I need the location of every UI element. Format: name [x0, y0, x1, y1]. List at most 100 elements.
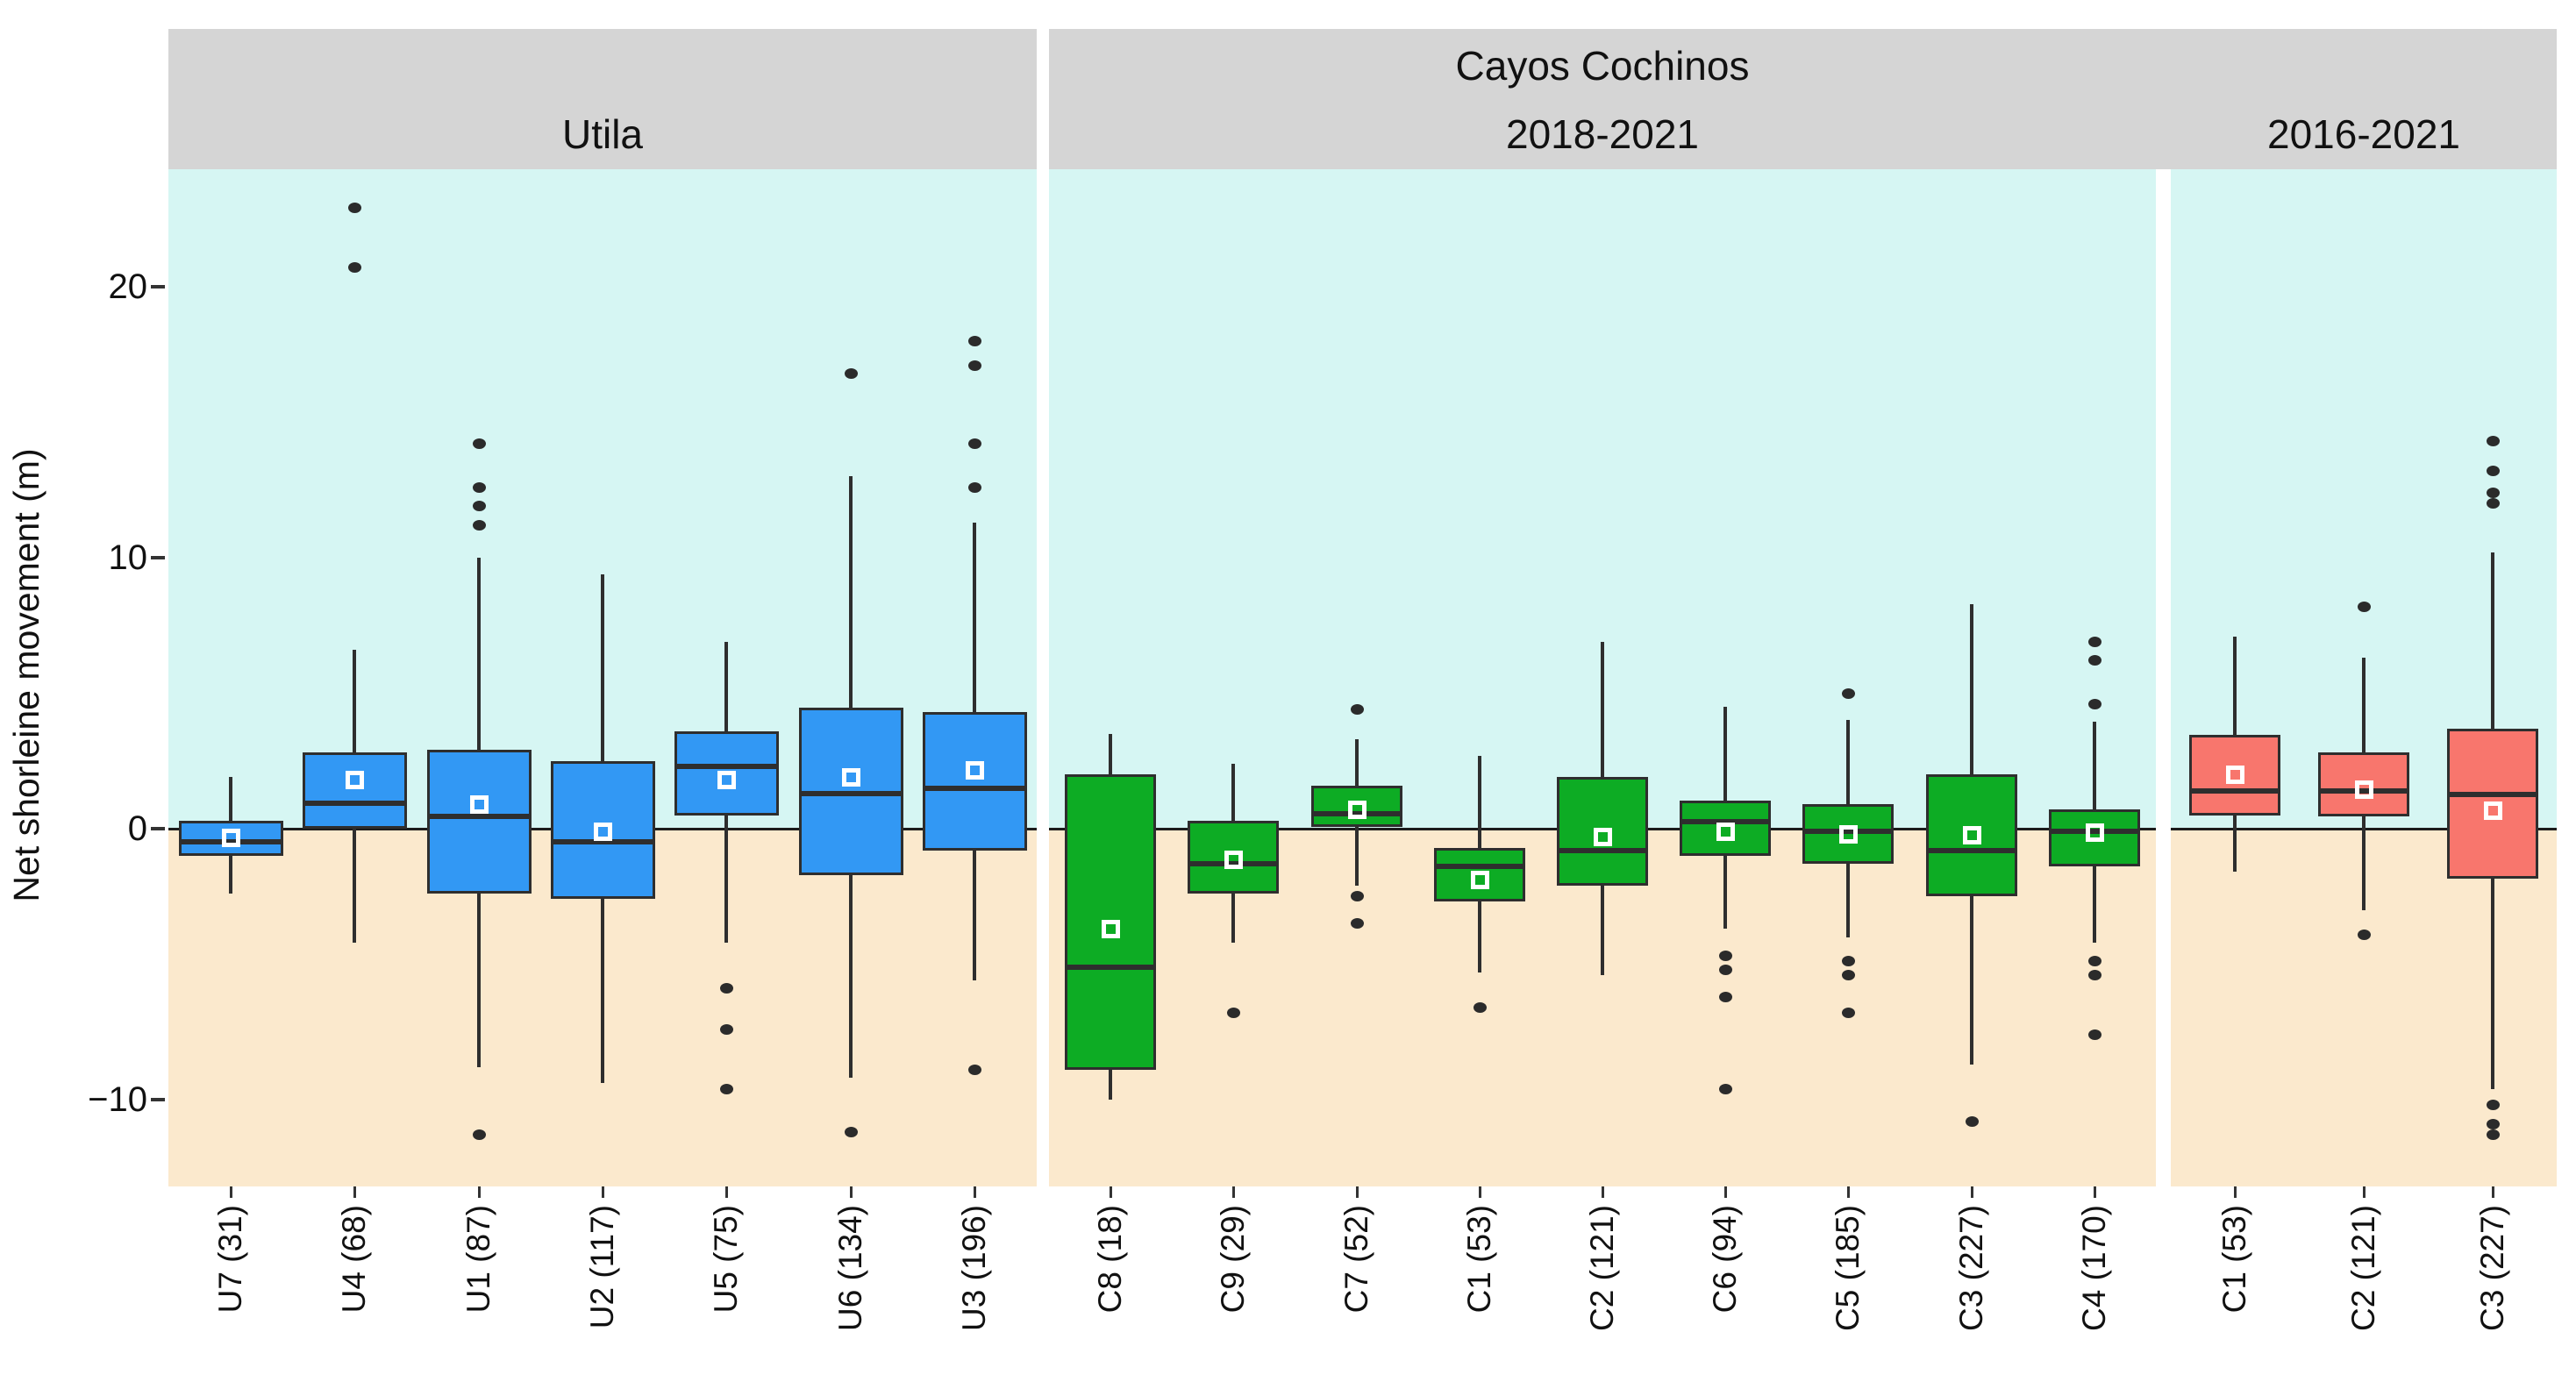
- x-axis-label-u7-31: U7 (31): [212, 1205, 248, 1314]
- mean-marker-u2-117: [593, 822, 612, 841]
- mean-marker-c7-52: [1347, 800, 1366, 819]
- median-line-u3-196: [922, 785, 1027, 791]
- outlier-point-c7-52: [1350, 704, 1364, 716]
- outlier-point-c4-170: [2087, 956, 2101, 967]
- outlier-point-u5-75: [719, 1083, 733, 1094]
- box-u2-117: [550, 760, 655, 900]
- facet-strip-label-utila: Utila: [561, 111, 644, 157]
- x-tick-mark-c1-53: [1478, 1186, 1481, 1198]
- x-tick-mark-c3-227: [2491, 1186, 2494, 1198]
- outlier-point-u5-75: [719, 1023, 733, 1035]
- x-tick-mark-c3-227: [1970, 1186, 1973, 1198]
- box-u1-87: [426, 750, 532, 894]
- box-c2-121: [1557, 777, 1648, 886]
- outlier-point-c5-185: [1841, 687, 1855, 699]
- median-line-u6-134: [798, 790, 903, 796]
- x-axis-label-c3-227: C3 (227): [1953, 1205, 1989, 1331]
- x-axis-label-c5-185: C5 (185): [1830, 1205, 1866, 1331]
- median-line-u2-117: [550, 839, 655, 845]
- x-tick-mark-u5-75: [724, 1186, 728, 1198]
- box-u4-68: [302, 752, 407, 829]
- box-c1-53: [1434, 847, 1525, 902]
- x-tick-mark-u7-31: [229, 1186, 232, 1198]
- mean-marker-u3-196: [965, 761, 984, 780]
- y-tick-mark: [151, 556, 165, 559]
- box-c7-52: [1311, 785, 1402, 828]
- outlier-point-c2-121: [2357, 601, 2371, 612]
- x-tick-mark-u3-196: [973, 1186, 976, 1198]
- outlier-point-c6-94: [1718, 1083, 1732, 1094]
- mean-marker-u7-31: [221, 829, 240, 848]
- median-line-c1-53: [1434, 864, 1525, 870]
- outlier-point-c3-227: [2486, 436, 2500, 447]
- outlier-point-c6-94: [1718, 951, 1732, 962]
- outlier-point-u6-134: [844, 1127, 858, 1138]
- outlier-point-u4-68: [347, 203, 361, 214]
- median-line-c3-227: [2447, 792, 2538, 798]
- mean-marker-c6-94: [1716, 822, 1735, 841]
- median-line-c6-94: [1680, 819, 1771, 825]
- outlier-point-c3-227: [2486, 498, 2500, 509]
- facet-strip-label-cayos-cochinos: Cayos Cochinos: [1455, 43, 1750, 89]
- median-line-c7-52: [1311, 811, 1402, 816]
- outlier-point-u5-75: [719, 983, 733, 994]
- median-line-c5-185: [1802, 829, 1894, 835]
- x-tick-mark-c4-170: [2093, 1186, 2096, 1198]
- y-tick-label: 20: [108, 267, 148, 306]
- median-line-c9-29: [1188, 861, 1279, 867]
- x-tick-mark-u2-117: [601, 1186, 604, 1198]
- x-tick-mark-u6-134: [849, 1186, 853, 1198]
- outlier-point-c5-185: [1841, 969, 1855, 980]
- median-line-c8-18: [1065, 964, 1156, 970]
- outlier-point-u3-196: [967, 335, 981, 346]
- median-line-c2-121: [1557, 847, 1648, 853]
- outlier-point-c4-170: [2087, 1029, 2101, 1040]
- outlier-point-c3-227: [2486, 1118, 2500, 1129]
- box-u7-31: [178, 820, 283, 856]
- mean-marker-c5-185: [1838, 824, 1858, 844]
- panel-cayos-2016-2021: [2171, 169, 2557, 1186]
- mean-marker-u6-134: [841, 767, 860, 787]
- outlier-point-c4-170: [2087, 969, 2101, 980]
- x-axis-label-c2-121: C2 (121): [2345, 1205, 2381, 1331]
- outlier-point-c4-170: [2087, 698, 2101, 709]
- outlier-point-c3-227: [2486, 1129, 2500, 1141]
- y-tick-label: 0: [127, 809, 147, 848]
- mean-marker-u5-75: [717, 770, 736, 789]
- y-tick-label: −10: [88, 1080, 147, 1119]
- panel-utila: [168, 169, 1037, 1186]
- x-axis-label-u1-87: U1 (87): [460, 1205, 496, 1314]
- outlier-point-u1-87: [472, 481, 486, 493]
- outlier-point-u3-196: [967, 438, 981, 450]
- outlier-point-u3-196: [967, 1065, 981, 1075]
- median-line-c2-121: [2318, 787, 2409, 794]
- x-tick-mark-c2-121: [2362, 1186, 2365, 1198]
- x-tick-mark-c7-52: [1355, 1186, 1359, 1198]
- x-axis-label-c1-53: C1 (53): [1461, 1205, 1497, 1314]
- outlier-point-u3-196: [967, 360, 981, 371]
- box-c1-53: [2189, 735, 2280, 816]
- box-c3-227: [1926, 774, 2017, 897]
- box-c2-121: [2318, 752, 2409, 817]
- outlier-point-c7-52: [1350, 891, 1364, 902]
- outlier-point-c2-121: [2357, 929, 2371, 940]
- y-tick-label: 10: [108, 538, 148, 577]
- outlier-point-c4-170: [2087, 655, 2101, 666]
- outlier-point-c7-52: [1350, 918, 1364, 930]
- x-axis-label-u5-75: U5 (75): [708, 1205, 744, 1314]
- x-axis-label-c4-170: C4 (170): [2076, 1205, 2112, 1331]
- y-tick-mark: [151, 285, 165, 289]
- y-tick-mark: [151, 1098, 165, 1101]
- mean-marker-c2-121: [1593, 827, 1612, 846]
- x-tick-mark-u1-87: [477, 1186, 481, 1198]
- median-line-c3-227: [1926, 847, 2017, 853]
- facet-strip-cayos: Cayos Cochinos 2018-2021 2016-2021: [1049, 29, 2557, 169]
- mean-marker-u1-87: [469, 794, 489, 814]
- x-axis-label-c9-29: C9 (29): [1215, 1205, 1251, 1314]
- x-axis-label-c3-227: C3 (227): [2474, 1205, 2510, 1331]
- box-c6-94: [1680, 800, 1771, 856]
- mean-marker-c3-227: [1962, 826, 1981, 845]
- mean-marker-c1-53: [2225, 765, 2244, 784]
- outlier-point-u3-196: [967, 481, 981, 493]
- x-axis-label-c2-121: C2 (121): [1584, 1205, 1620, 1331]
